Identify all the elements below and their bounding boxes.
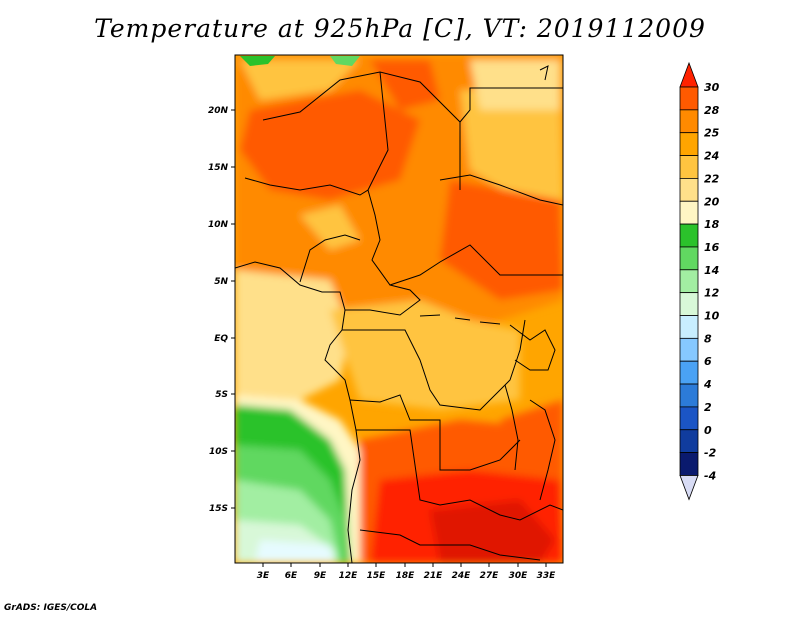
colorbar-label: 24 [704,150,719,163]
lat-axis: 20N 15N 10N 5N EQ 5S 10S 15S [208,106,235,514]
lat-tick-label: 20N [208,106,229,116]
colorbar-band [679,86,699,111]
lon-tick-label: 3E [257,571,270,581]
colorbar-band [679,337,699,362]
colorbar-band [679,383,699,408]
colorbar-label: -2 [704,447,717,460]
colorbar-label: 12 [704,287,720,300]
lon-tick-label: 30E [509,571,529,581]
colorbar-band [679,360,699,385]
colorbar-label: 0 [704,424,712,437]
colorbar-band [679,429,699,454]
colorbar-label: 14 [704,264,719,277]
colorbar-label: 6 [704,355,712,368]
lat-tick-label: EQ [214,334,228,344]
colorbar-label: 8 [704,332,712,345]
colorbar-band [679,452,699,476]
colorbar-band [679,223,699,248]
colorbar-label: -4 [704,469,716,482]
lon-tick-label: 12E [339,571,359,581]
lon-tick-label: 15E [367,571,387,581]
colorbar-label: 4 [703,378,712,391]
colorbar-band [679,132,699,156]
lon-axis: 3E 6E 9E 12E 15E 18E 21E 24E 27E 30E 33E [257,563,556,581]
colorbar-band [679,109,699,134]
lat-tick-label: 15N [208,163,229,173]
lon-tick-label: 6E [285,571,298,581]
colorbar-label: 10 [704,310,720,323]
colorbar-band [679,269,699,294]
lat-tick-label: 10N [208,220,229,230]
colorbar-label: 22 [704,172,720,185]
lat-tick-label: 15S [209,504,228,514]
colorbar-label: 18 [704,218,720,231]
colorbar-label: 20 [704,195,720,208]
lon-tick-label: 24E [452,571,472,581]
colorbar-band [679,155,699,179]
lon-tick-label: 21E [424,571,444,581]
colorbar-band [679,292,699,316]
colorbar-label: 28 [704,104,720,117]
credit-text: GrADS: IGES/COLA [4,603,98,613]
colorbar-label: 30 [704,81,720,94]
lat-tick-label: 5N [214,277,228,287]
lon-tick-label: 9E [314,571,327,581]
figure-title: Temperature at 925hPa [C], VT: 201911200… [94,14,706,43]
map-frame [234,54,564,564]
lon-tick-label: 27E [480,571,500,581]
colorbar-band [679,177,699,202]
country-borders [235,65,563,563]
colorbar-band [679,406,699,431]
temperature-field [235,55,563,563]
colorbar-label: 2 [704,401,712,414]
lat-tick-label: 5S [215,390,228,400]
lon-tick-label: 33E [537,571,557,581]
colorbar-band [679,315,699,339]
lat-tick-label: 10S [209,447,228,457]
colorbar-bottom-arrow [679,475,699,501]
colorbar-top-arrow [679,61,699,88]
colorbar-band [679,200,699,225]
colorbar-label: 25 [704,127,720,140]
lon-tick-label: 18E [396,571,416,581]
colorbar-band [679,246,699,271]
colorbar-label: 16 [704,241,720,254]
